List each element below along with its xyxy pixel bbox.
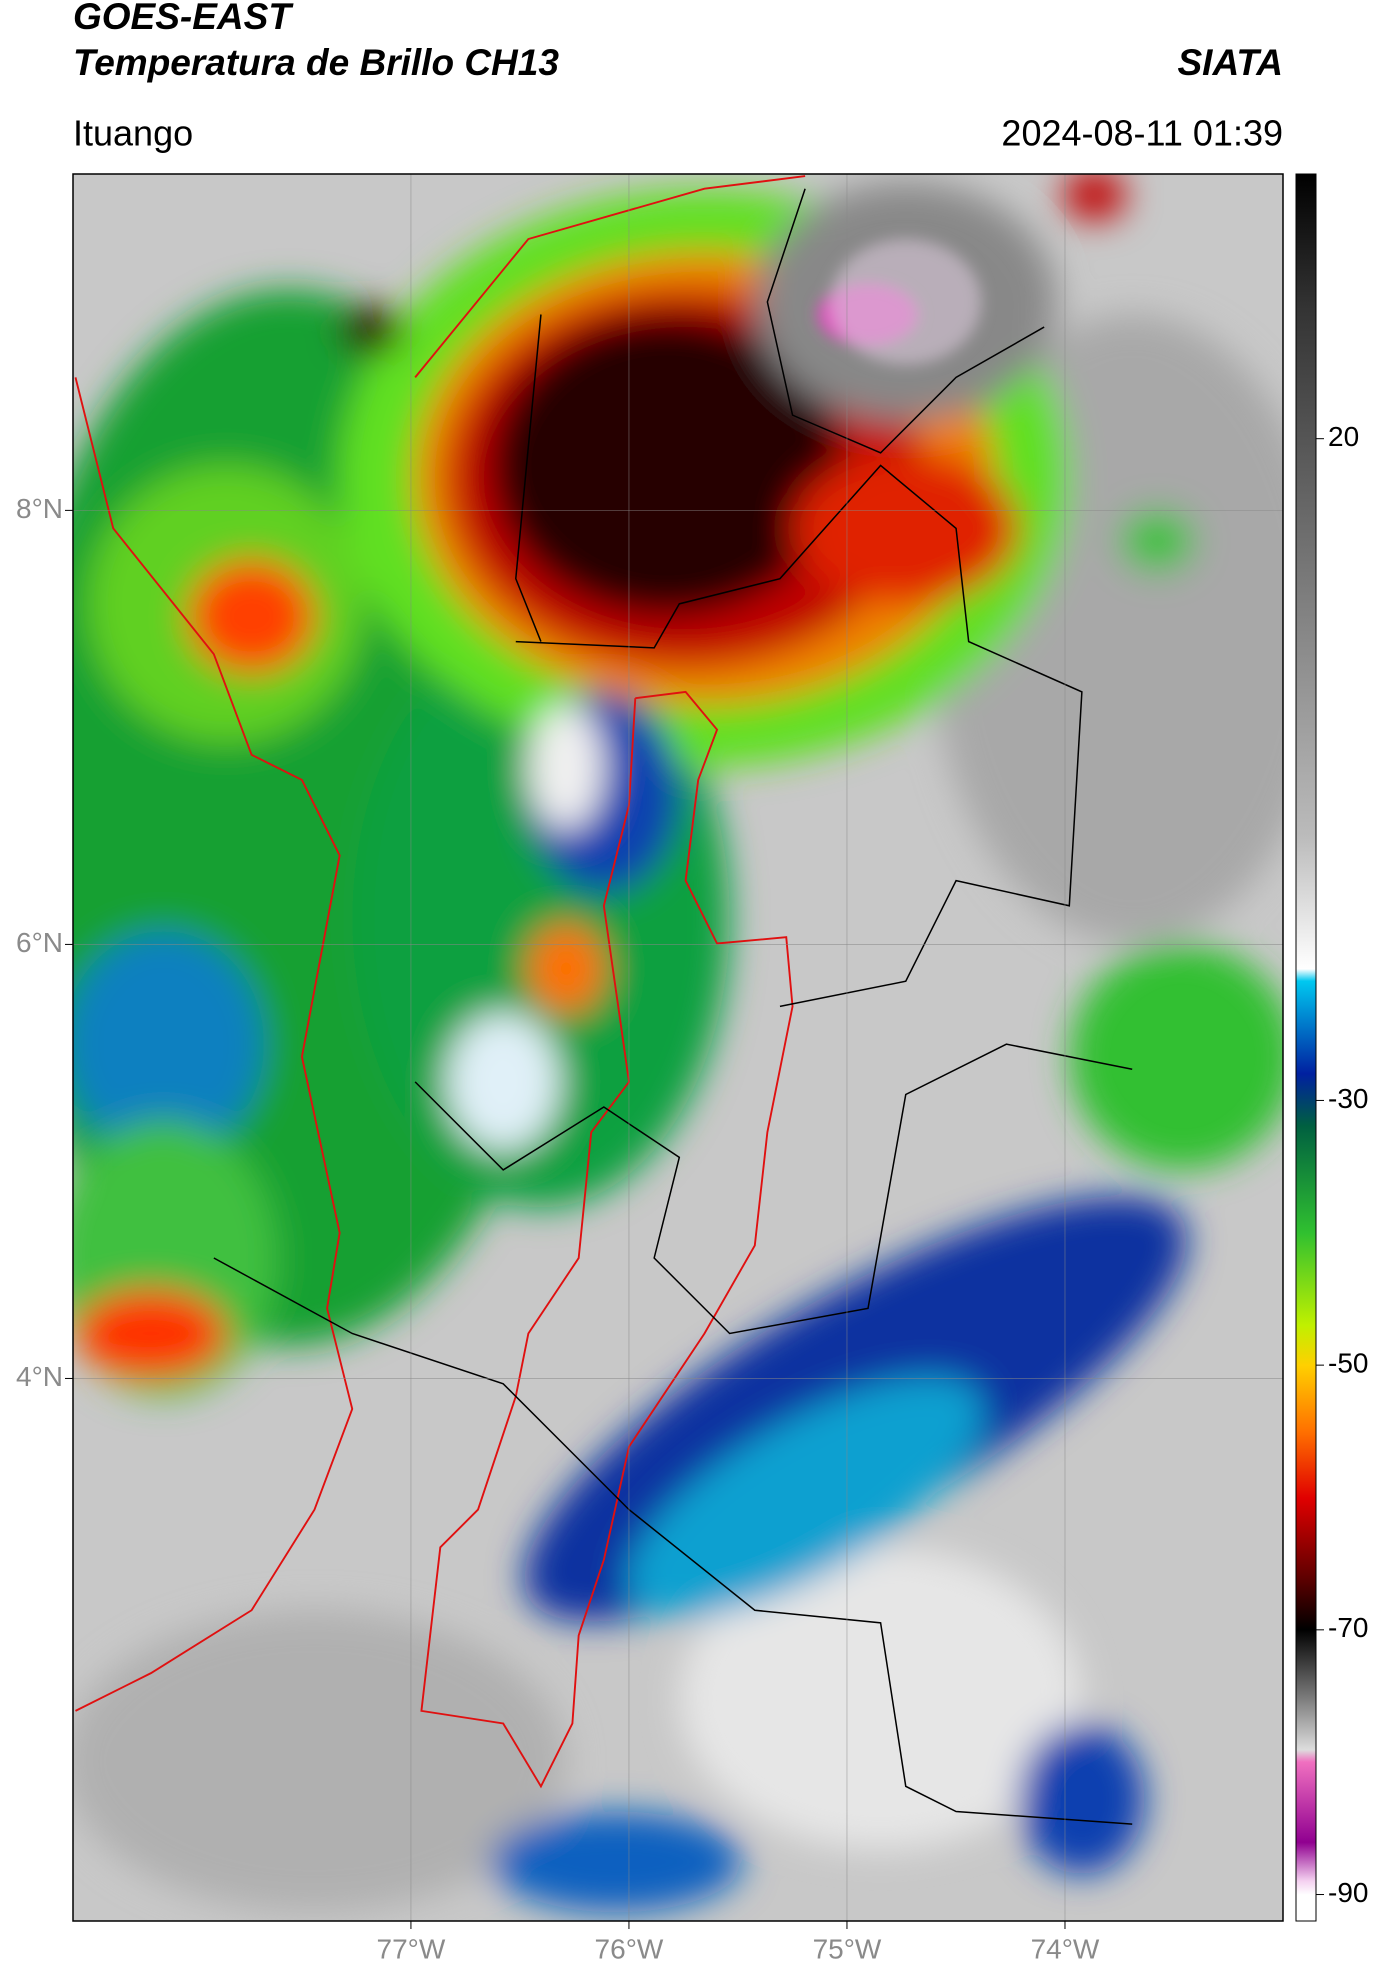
colorbar-tick-label: -70 xyxy=(1328,1612,1368,1643)
x-tick-label: 76°W xyxy=(595,1933,664,1964)
colorbar-tick-label: -50 xyxy=(1328,1348,1368,1379)
colorbar-tick-label: 20 xyxy=(1328,421,1359,452)
source: SIATA xyxy=(1177,42,1283,83)
x-tick-label: 77°W xyxy=(377,1933,446,1964)
title: GOES-EAST xyxy=(73,0,294,37)
map-frame xyxy=(72,173,1284,1922)
y-tick-label: 6°N xyxy=(16,927,63,958)
colorbar xyxy=(1295,173,1317,1922)
location: Ituango xyxy=(73,113,193,154)
y-tick-label: 8°N xyxy=(16,493,63,524)
colorbar-tick-label: -30 xyxy=(1328,1083,1368,1114)
subtitle: Temperatura de Brillo CH13 xyxy=(73,42,559,83)
colorbar-tick-label: -90 xyxy=(1328,1877,1368,1908)
x-tick-label: 75°W xyxy=(813,1933,882,1964)
x-tick-label: 74°W xyxy=(1031,1933,1100,1964)
y-tick-label: 4°N xyxy=(16,1361,63,1392)
satellite-image xyxy=(73,174,1283,1921)
datetime: 2024-08-11 01:39 xyxy=(1001,113,1283,154)
